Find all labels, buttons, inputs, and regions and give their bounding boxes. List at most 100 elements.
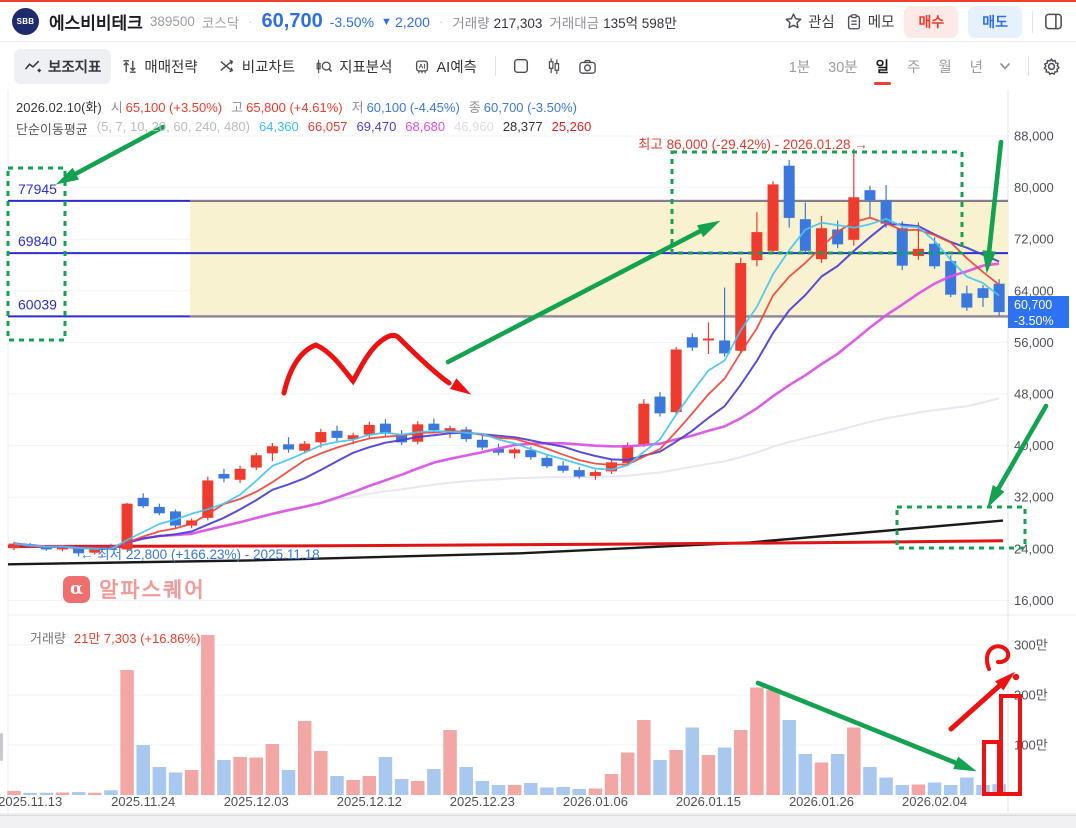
bottom-scroll-strip[interactable] — [0, 815, 1076, 828]
sma-value: 28,377 — [502, 119, 543, 134]
settings-gear-icon[interactable] — [1041, 56, 1062, 77]
candlestick-icon — [546, 57, 562, 75]
timeframe-30min[interactable]: 30분 — [828, 59, 858, 76]
svg-text:100만: 100만 — [1014, 738, 1048, 753]
user-annotations: 최고 86,000 (-29.42%) - 2026.01.28 → ← 최저 2… — [6, 124, 1049, 796]
buy-button[interactable]: 매수 — [904, 5, 959, 38]
divider — [1028, 56, 1029, 76]
candle-magnifier-icon — [315, 58, 333, 75]
change-amount: 2,200 — [394, 13, 430, 30]
sma-value: 64,360 — [259, 119, 299, 134]
price-volume-chart[interactable]: 77945 69840 60039 88,000 80,000 72,000 64,000 5… — [0, 90, 1076, 828]
svg-text:2026.01.26: 2026.01.26 — [789, 794, 854, 809]
current-price: 60,700 — [261, 10, 323, 32]
svg-text:2025.12.23: 2025.12.23 — [450, 794, 515, 809]
close-stat: 종 60,700 (-3.50%) — [468, 100, 577, 115]
svg-text:64,000: 64,000 — [1014, 283, 1054, 298]
timeframe-month[interactable]: 월 — [938, 59, 952, 76]
down-arrow-icon: ▼ — [381, 15, 392, 28]
volume-bars — [7, 635, 1006, 795]
watchlist-button[interactable]: 관심 — [784, 11, 835, 32]
ma20 — [13, 262, 1000, 550]
svg-text:48,000: 48,000 — [1014, 387, 1054, 402]
svg-text:80,000: 80,000 — [1014, 180, 1054, 195]
svg-text:200만: 200만 — [1014, 688, 1048, 703]
timeframe-year[interactable]: 년 — [969, 59, 983, 76]
alphasquare-logo-icon: α — [63, 575, 90, 603]
ai-chip-icon: AI — [413, 58, 431, 75]
chevron-down-icon[interactable] — [998, 59, 1012, 73]
indicator-analysis-button[interactable]: 지표분석 — [305, 49, 402, 84]
ma480 — [7, 539, 1004, 548]
timeframe-1min[interactable]: 1분 — [788, 59, 811, 76]
sma-legend-row: 단순이동평균 (5, 7, 10, 20, 60, 240, 480) 64,3… — [16, 119, 591, 138]
long-moving-averages — [7, 397, 1004, 566]
red-highlight-rect — [999, 694, 1022, 796]
svg-text:60039: 60039 — [18, 296, 57, 312]
sma-value: 69,470 — [356, 119, 397, 134]
side-panel-toggle-icon[interactable] — [1043, 11, 1064, 32]
layout-square-icon — [512, 57, 530, 75]
trade-strategy-button[interactable]: 매매전략 — [111, 49, 207, 84]
svg-text:AI: AI — [418, 63, 425, 70]
green-dashed-box — [6, 166, 67, 342]
chart-type-button[interactable] — [538, 50, 570, 82]
sma-value: 25,260 — [551, 119, 592, 134]
sell-button[interactable]: 매도 — [968, 5, 1022, 38]
red-squiggle — [984, 644, 1011, 671]
compare-arrows-icon — [218, 58, 236, 74]
high-price-note: 최고 86,000 (-29.42%) - 2026.01.28 → — [638, 137, 868, 152]
divider — [494, 56, 496, 76]
separator-dot: · — [438, 14, 444, 29]
svg-text:16,000: 16,000 — [1014, 593, 1054, 608]
low-stat: 저 60,100 (-4.45%) — [351, 100, 460, 115]
screenshot-button[interactable] — [570, 51, 605, 82]
green-arrow — [445, 223, 713, 365]
svg-text:2025.12.03: 2025.12.03 — [224, 794, 289, 809]
ma240 — [7, 519, 1004, 566]
svg-text:2026.01.06: 2026.01.06 — [563, 794, 628, 809]
open-stat: 시 65,100 (+3.50%) — [110, 100, 223, 115]
green-arrow — [985, 139, 1004, 265]
svg-text:2025.11.24: 2025.11.24 — [111, 794, 175, 809]
svg-text:88,000: 88,000 — [1014, 129, 1054, 144]
sma-value: 66,057 — [307, 119, 348, 134]
chart-toolbar: 보조지표 매매전략 비교차트 지표분석 AI AI예측 — [0, 42, 1076, 90]
green-dashed-box — [895, 505, 1027, 550]
memo-button[interactable]: 메모 — [845, 11, 894, 32]
separator-dot: · — [248, 14, 253, 29]
compare-chart-button[interactable]: 비교차트 — [208, 49, 305, 84]
axis-labels: 88,00080,00072,00064,00056,00048,00040,0… — [0, 129, 1054, 810]
volume-pane-header: 거래량 21만 7,303 (+16.86%) — [30, 631, 201, 646]
sma-periods: (5, 7, 10, 20, 60, 240, 480) — [96, 119, 250, 134]
short-moving-averages — [13, 216, 1000, 551]
green-dashed-box — [670, 150, 964, 255]
alphasquare-watermark: α 알파스퀘어 — [63, 574, 206, 604]
stock-logo: SBB — [12, 8, 39, 35]
svg-text:2025.12.12: 2025.12.12 — [337, 794, 402, 809]
svg-text:72,000: 72,000 — [1014, 232, 1054, 247]
sma-value: 46,960 — [454, 119, 494, 134]
svg-text:2026.02.04: 2026.02.04 — [902, 794, 967, 809]
chart-date: 2026.02.10(화) — [16, 100, 102, 115]
camera-icon — [578, 58, 597, 75]
svg-text:24,000: 24,000 — [1014, 541, 1054, 556]
timeframe-group: 1분 30분 일 주 월 년 — [782, 52, 1062, 85]
svg-text:300만: 300만 — [1014, 638, 1048, 653]
ma7 — [13, 216, 1000, 549]
memo-icon — [845, 13, 863, 31]
volume-stat: 거래량 217,303 — [452, 15, 543, 31]
star-icon — [784, 12, 803, 31]
low-price-note: ← 최저 22,800 (+166.23%) - 2025.11.18 — [80, 547, 320, 562]
timeframe-week[interactable]: 주 — [906, 59, 921, 76]
ohlc-info-row: 2026.02.10(화) 시 65,100 (+3.50%) 고 65,800 (… — [16, 97, 577, 116]
timeframe-day[interactable]: 일 — [869, 52, 896, 85]
ai-forecast-button[interactable]: AI AI예측 — [403, 49, 487, 84]
green-arrow — [990, 403, 1049, 501]
top-accent-bar — [0, 0, 1076, 2]
svg-text:56,000: 56,000 — [1014, 335, 1054, 350]
sma-value: 68,680 — [405, 119, 446, 134]
indicators-button[interactable]: 보조지표 — [14, 48, 112, 84]
layout-button[interactable] — [504, 50, 538, 82]
